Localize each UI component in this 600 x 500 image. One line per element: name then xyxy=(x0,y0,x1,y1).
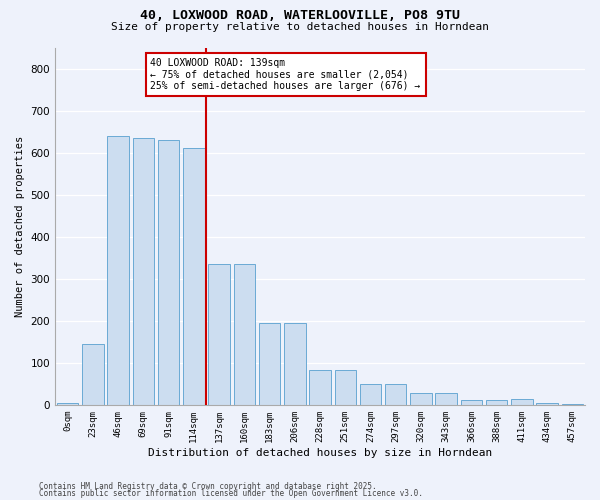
Bar xyxy=(385,384,406,405)
Bar xyxy=(410,393,431,405)
Text: Contains public sector information licensed under the Open Government Licence v3: Contains public sector information licen… xyxy=(39,490,423,498)
Bar xyxy=(82,344,104,405)
Text: 40 LOXWOOD ROAD: 139sqm
← 75% of detached houses are smaller (2,054)
25% of semi: 40 LOXWOOD ROAD: 139sqm ← 75% of detache… xyxy=(151,58,421,92)
Bar xyxy=(107,136,129,405)
Bar xyxy=(562,404,583,405)
Text: 40, LOXWOOD ROAD, WATERLOOVILLE, PO8 9TU: 40, LOXWOOD ROAD, WATERLOOVILLE, PO8 9TU xyxy=(140,9,460,22)
Text: Size of property relative to detached houses in Horndean: Size of property relative to detached ho… xyxy=(111,22,489,32)
Bar xyxy=(208,264,230,405)
Bar xyxy=(233,264,255,405)
Bar xyxy=(360,384,381,405)
Bar xyxy=(259,323,280,405)
Bar xyxy=(284,323,305,405)
Bar xyxy=(335,370,356,405)
Bar xyxy=(57,402,79,405)
Bar xyxy=(486,400,508,405)
X-axis label: Distribution of detached houses by size in Horndean: Distribution of detached houses by size … xyxy=(148,448,492,458)
Bar xyxy=(133,138,154,405)
Bar xyxy=(511,398,533,405)
Bar xyxy=(536,402,558,405)
Bar xyxy=(436,393,457,405)
Text: Contains HM Land Registry data © Crown copyright and database right 2025.: Contains HM Land Registry data © Crown c… xyxy=(39,482,377,491)
Bar xyxy=(461,400,482,405)
Bar xyxy=(158,140,179,405)
Bar xyxy=(183,148,205,405)
Bar xyxy=(309,370,331,405)
Y-axis label: Number of detached properties: Number of detached properties xyxy=(15,136,25,317)
